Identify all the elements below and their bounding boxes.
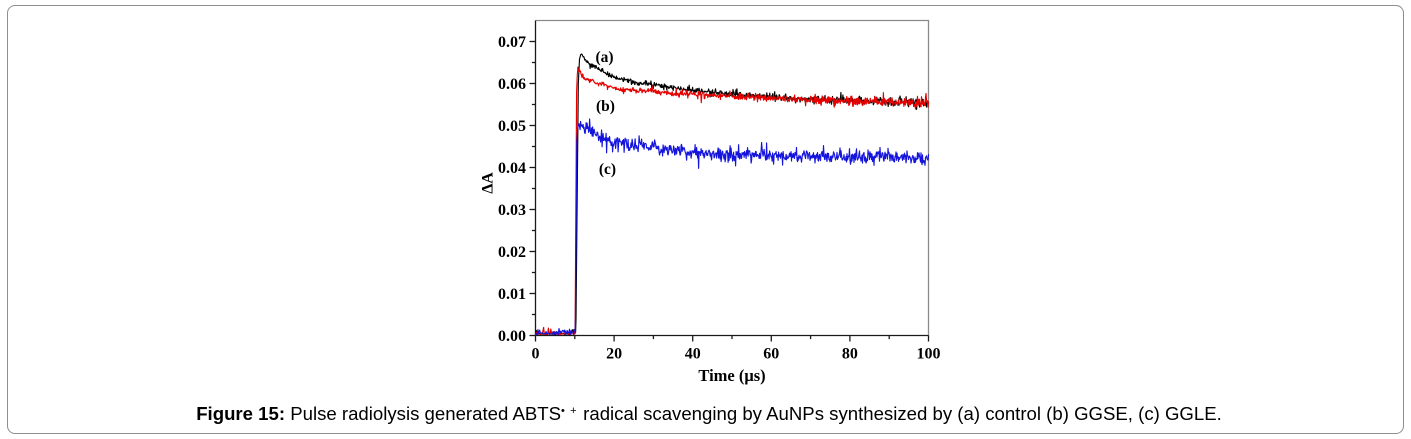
svg-text:0: 0 [532,346,540,363]
svg-text:0.02: 0.02 [498,244,526,261]
svg-text:0.07: 0.07 [498,34,526,51]
svg-text:20: 20 [606,346,622,363]
svg-text:(c): (c) [599,161,616,178]
svg-text:0.00: 0.00 [498,328,526,345]
svg-text:0.04: 0.04 [498,160,526,177]
svg-text:(b): (b) [596,98,615,115]
svg-text:100: 100 [917,346,941,363]
svg-text:40: 40 [685,346,701,363]
svg-text:0.01: 0.01 [498,286,526,303]
svg-text:0.06: 0.06 [498,76,526,93]
svg-text:ΔA: ΔA [480,172,497,194]
svg-text:80: 80 [842,346,858,363]
svg-text:(a): (a) [595,49,613,66]
svg-text:0.05: 0.05 [498,118,526,135]
svg-text:Time (μs): Time (μs) [698,366,765,385]
svg-text:60: 60 [763,346,779,363]
svg-text:0.03: 0.03 [498,202,526,219]
